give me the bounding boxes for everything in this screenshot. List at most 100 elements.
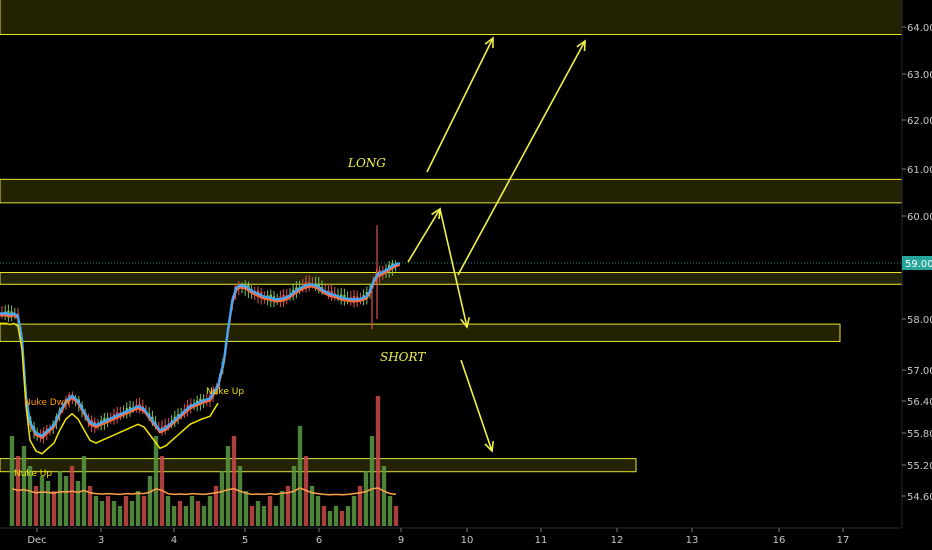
volume-bar [195, 501, 201, 526]
volume-bar [315, 496, 321, 526]
time-tick-label: 12 [611, 535, 624, 546]
mid-zone [0, 272, 903, 285]
volume-bar [381, 466, 387, 526]
short-zone [0, 323, 841, 342]
price-tick-label: 57.00 [907, 366, 932, 377]
volume-bar [339, 511, 345, 526]
time-tick-label: 11 [535, 535, 548, 546]
last-price-label: 59.00 [905, 259, 932, 270]
short-label: SHORT [380, 350, 426, 364]
time-axis[interactable]: Dec 3 4 5 6 9 10 11 12 13 16 17 [27, 528, 849, 546]
volume-bar [135, 491, 141, 526]
last-price-badge: 59.00 [902, 256, 932, 270]
price-tick-label: 55.20 [907, 461, 932, 472]
volume-bar [225, 446, 231, 526]
long-arrow-up [426, 37, 494, 173]
volume-bar [105, 496, 111, 526]
volume-bar [285, 486, 291, 526]
volume-bar [255, 501, 261, 526]
drop-arrow [439, 208, 468, 328]
volume-bar [201, 506, 207, 526]
volume-bar [267, 496, 273, 526]
volume-bar [9, 436, 15, 526]
volume-bar [231, 436, 237, 526]
volume-bar [393, 506, 399, 526]
time-tick-label: 10 [461, 535, 474, 546]
long-zone [0, 178, 903, 204]
volume-bar [57, 471, 63, 526]
volume-bar [69, 466, 75, 526]
volume-bar [297, 426, 303, 526]
rise-arrow [407, 208, 441, 263]
volume-bar [249, 506, 255, 526]
nuke-up-signal-1: Nuke Up [14, 469, 52, 479]
nuke-down-signal: Nuke Dwn [24, 398, 70, 408]
low-zone [0, 458, 637, 473]
volume-bar [351, 496, 357, 526]
volume-bar [87, 486, 93, 526]
time-tick-label: 17 [837, 535, 850, 546]
zones-layer [0, 0, 903, 473]
volume-bar [93, 496, 99, 526]
price-tick-label: 61.00 [907, 165, 932, 176]
volume-bar [33, 486, 39, 526]
volume-bar [369, 436, 375, 526]
volume-bar [45, 481, 51, 526]
volume-bar [291, 466, 297, 526]
volume-bar [21, 446, 27, 526]
volume-bar [63, 476, 69, 526]
volume-layer [9, 396, 399, 526]
volume-bar [243, 491, 249, 526]
volume-bar [327, 511, 333, 526]
volume-bar [51, 491, 57, 526]
time-tick-label: 13 [686, 535, 699, 546]
price-tick-label: 58.00 [907, 315, 932, 326]
ma-line-blue [0, 261, 401, 437]
price-tick-label: 64.00 [907, 23, 932, 34]
nuke-up-signal-2: Nuke Up [206, 387, 244, 397]
long-arrow-up-head [484, 36, 494, 49]
bounce-arrow-up-head [576, 39, 586, 52]
volume-bar [279, 491, 285, 526]
volume-bar [147, 476, 153, 526]
price-tick-label: 63.00 [907, 70, 932, 81]
volume-bar [375, 396, 381, 526]
top-zone [0, 0, 903, 36]
volume-bar [213, 486, 219, 526]
volume-bar [153, 436, 159, 526]
time-tick-label: 5 [242, 535, 248, 546]
short-arrow-down [460, 359, 493, 452]
moving-average-layer [0, 261, 401, 455]
volume-bar [207, 496, 213, 526]
price-tick-label: 60.00 [907, 212, 932, 223]
volume-bar [219, 471, 225, 526]
short-arrow-down-head [484, 440, 495, 453]
volume-bar [177, 501, 183, 526]
volume-bar [183, 506, 189, 526]
volume-bar [363, 471, 369, 526]
volume-bar [189, 496, 195, 526]
price-tick-label: 62.00 [907, 116, 932, 127]
volume-bar [345, 506, 351, 526]
volume-bar [261, 506, 267, 526]
long-label: LONG [347, 156, 386, 170]
arrows-layer [407, 36, 586, 453]
price-tick-label: 56.40 [907, 397, 932, 408]
time-tick-label: 16 [773, 535, 786, 546]
volume-bar [117, 506, 123, 526]
time-tick-label: 3 [98, 535, 104, 546]
bounce-arrow-up [457, 40, 586, 276]
volume-bar [75, 481, 81, 526]
volume-bar [273, 506, 279, 526]
volume-ma-line [11, 487, 397, 496]
volume-bar [321, 506, 327, 526]
volume-bar [99, 501, 105, 526]
volume-bar [27, 466, 33, 526]
volume-ma-layer [11, 487, 397, 496]
volume-bar [171, 506, 177, 526]
last-price-badge-bg [902, 256, 932, 270]
volume-bar [333, 506, 339, 526]
volume-bar [357, 486, 363, 526]
drop-arrow-head [460, 317, 471, 329]
